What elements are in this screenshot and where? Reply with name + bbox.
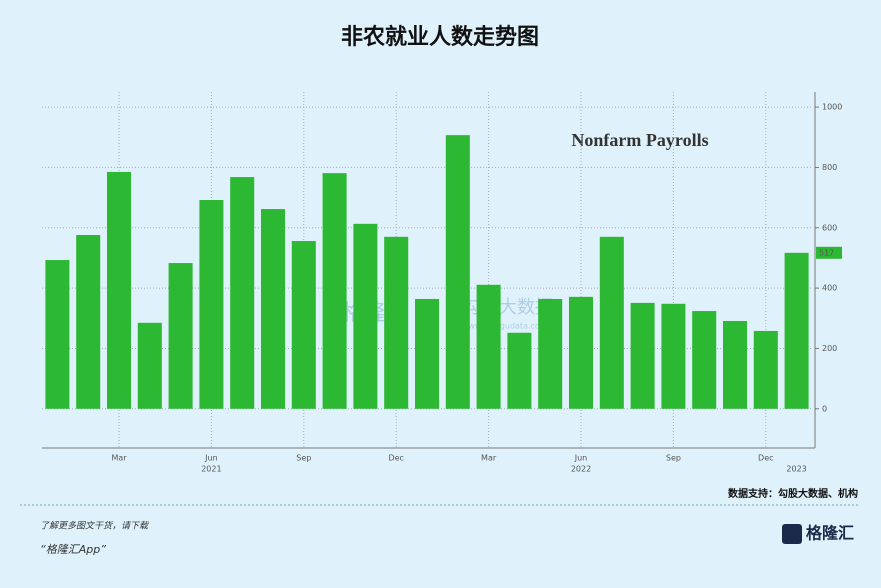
bar — [568, 296, 594, 409]
x-tick-label: Jun — [574, 454, 588, 463]
logo: 格隆汇 — [806, 524, 854, 543]
footer-text: “格隆汇App” — [40, 543, 106, 556]
bar — [353, 223, 378, 409]
value-tag — [816, 246, 842, 259]
bar — [599, 236, 624, 409]
bar — [384, 236, 409, 409]
value-tag-label: 517 — [819, 248, 834, 257]
bar — [45, 260, 70, 409]
footer-text: 了解更多图文干货，请下载 — [40, 521, 149, 532]
bar — [753, 330, 778, 409]
y-tick-label: 400 — [822, 284, 837, 293]
bar — [230, 177, 255, 409]
bar — [106, 171, 132, 409]
source: 数据支持：勾股大数据、机构 — [728, 487, 858, 500]
y-tick-label: 1000 — [822, 103, 842, 112]
x-tick-label: Mar — [111, 454, 127, 463]
bar — [538, 298, 563, 409]
bar — [168, 263, 193, 409]
bar — [414, 298, 440, 409]
bar — [630, 302, 655, 409]
x-tick-label: Sep — [296, 454, 311, 463]
x-year-label: 2022 — [571, 465, 591, 474]
y-tick-label: 200 — [822, 344, 837, 353]
x-tick-label: Mar — [481, 454, 497, 463]
x-tick-label: Dec — [388, 454, 403, 463]
bar — [76, 235, 101, 409]
y-tick-label: 600 — [822, 223, 837, 232]
logo-icon — [782, 524, 802, 544]
bar — [476, 284, 501, 409]
bar — [322, 173, 347, 409]
y-tick-label: 800 — [822, 163, 837, 172]
bar — [291, 241, 316, 409]
bar — [661, 303, 686, 409]
bar — [199, 200, 224, 409]
bar — [507, 332, 532, 409]
watermark: www.gogudata.com — [468, 322, 547, 331]
bar — [692, 311, 717, 409]
chart-title: 非农就业人数走势图 — [341, 24, 539, 50]
bar — [784, 252, 809, 409]
x-year-label: 2021 — [201, 465, 221, 474]
x-tick-label: Sep — [666, 454, 681, 463]
bar — [260, 209, 286, 409]
bar — [722, 320, 748, 409]
x-tick-label: Dec — [758, 454, 773, 463]
y-tick-label: 0 — [822, 404, 827, 413]
annotation: Nonfarm Payrolls — [571, 130, 708, 150]
x-year-label: 2023 — [786, 465, 806, 474]
x-tick-label: Jun — [204, 454, 218, 463]
bar — [445, 135, 470, 409]
bar — [137, 322, 162, 409]
